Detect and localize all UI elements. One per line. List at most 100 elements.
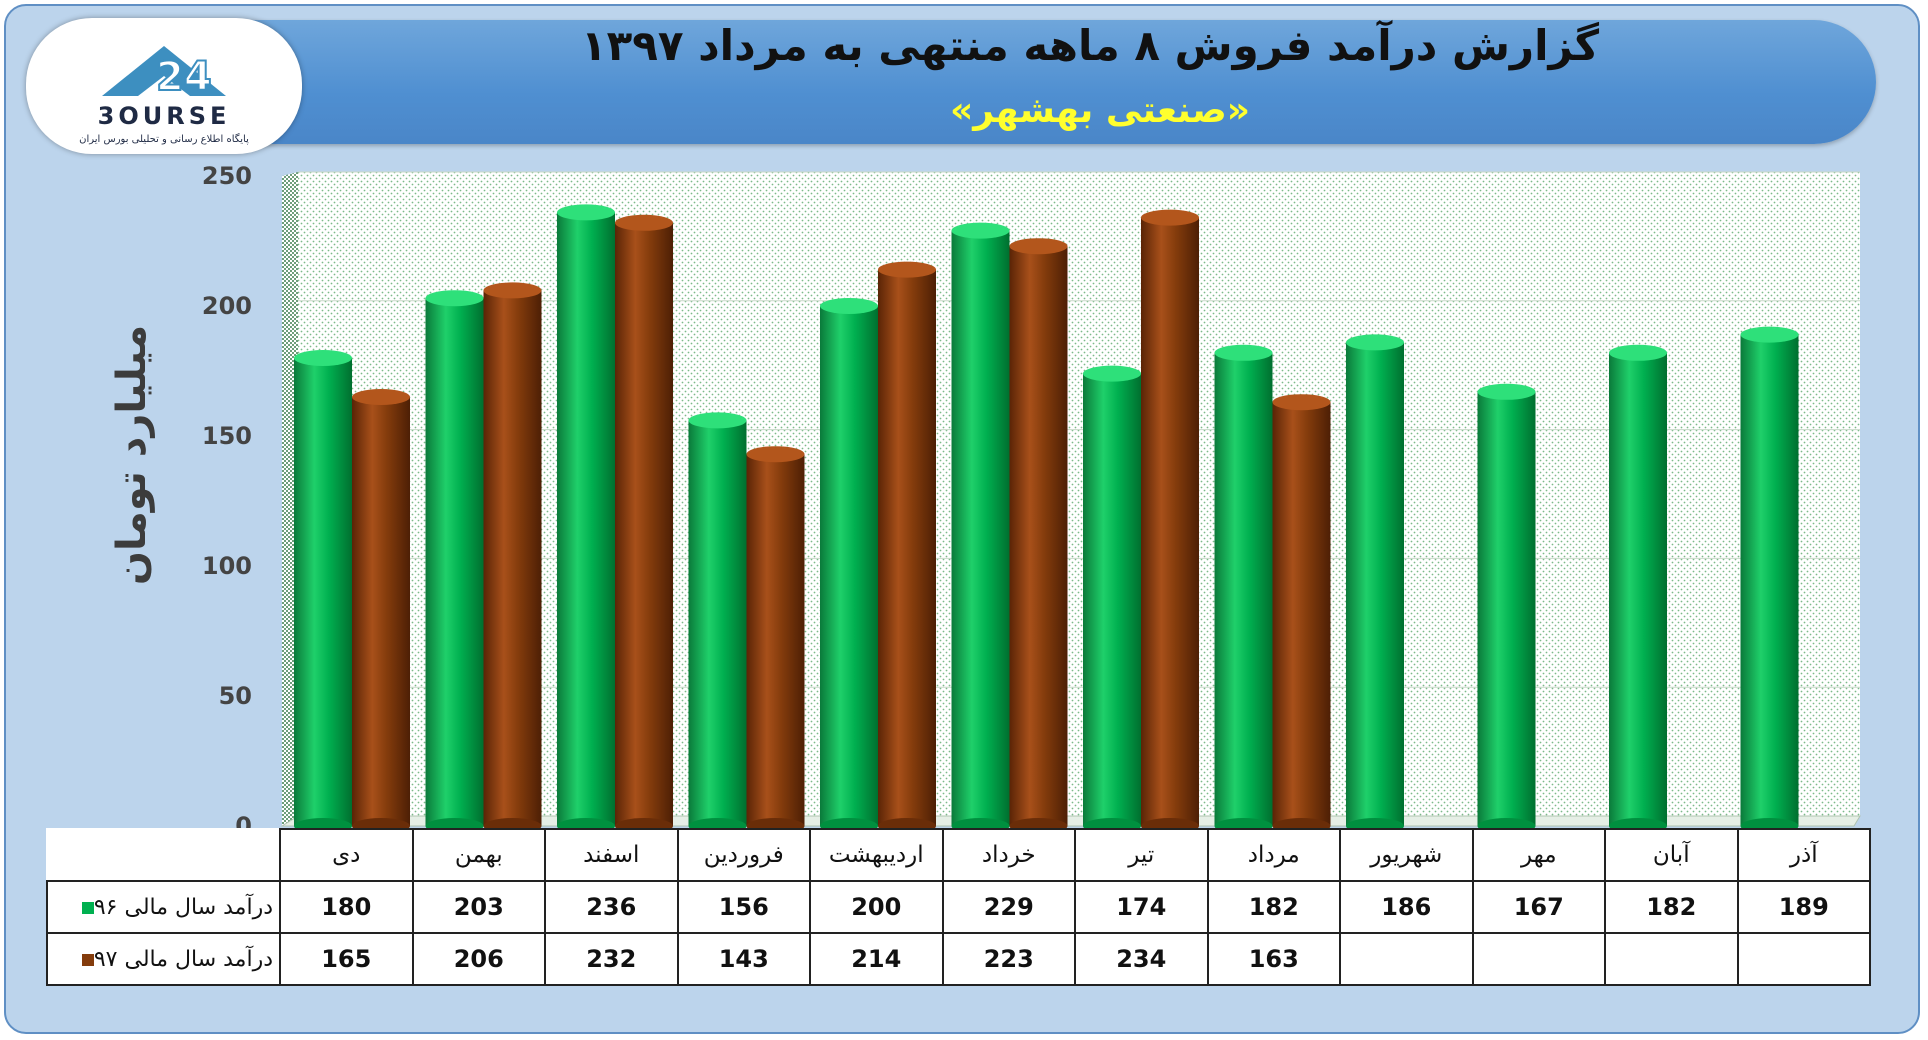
table-category-cell: تیر	[1074, 828, 1209, 882]
table-value-cell: 189	[1736, 880, 1871, 934]
table-corner	[47, 829, 280, 881]
table-value-cell: 223	[941, 932, 1076, 986]
chart-subtitle: «صنعتی بهشهر»	[949, 90, 1251, 131]
bar-cap	[1141, 209, 1199, 226]
bar-body	[1740, 334, 1799, 826]
legend-swatch	[81, 953, 94, 966]
table-value-cell: 167	[1471, 880, 1606, 934]
bar-cap	[1009, 238, 1068, 255]
table-value-cell	[1471, 932, 1606, 986]
header-band	[252, 20, 1876, 144]
y-tick-label: 250	[202, 162, 252, 190]
bar-96	[294, 350, 352, 834]
y-tick-label: 50	[219, 682, 252, 710]
logo-brand-text: 3OURSE	[98, 102, 231, 130]
bar-body	[951, 230, 1010, 827]
table-category-cell: مهر	[1471, 828, 1606, 882]
table-category-cell: دی	[279, 828, 414, 882]
table-category-cell: اردیبهشت	[809, 828, 944, 882]
bar-cap	[820, 298, 878, 314]
bar-cap	[688, 412, 747, 429]
bar-cap	[746, 446, 805, 463]
table-value-cell	[1736, 932, 1871, 986]
bar-cap	[294, 350, 352, 366]
bar-97	[1272, 394, 1331, 834]
bar-96	[951, 222, 1010, 834]
legend-label: درآمد سال مالی ۹۶	[93, 894, 273, 920]
table-category-cell: آذر	[1736, 828, 1871, 882]
bar-body	[878, 269, 936, 827]
bar-96	[557, 204, 615, 834]
table-value-cell: 186	[1339, 880, 1474, 934]
legend-cell: درآمد سال مالی ۹۷	[46, 932, 281, 986]
table-value-cell: 156	[676, 880, 811, 934]
bar-body	[820, 306, 878, 826]
bar-97	[746, 446, 805, 834]
bar-96	[1346, 334, 1404, 834]
table-value-cell: 203	[411, 880, 546, 934]
bar-body	[1141, 217, 1199, 827]
bar-97	[878, 261, 936, 834]
bar-cap	[1740, 326, 1799, 343]
bar-cap	[1214, 344, 1273, 361]
table-value-cell: 182	[1604, 880, 1739, 934]
bar-cap	[557, 204, 615, 221]
bar-body	[1272, 402, 1331, 826]
table-row-categories: دی بهمن اسفند فروردین اردیبهشت خرداد تیر مرداد ش…	[47, 828, 1871, 882]
bar-body	[688, 420, 747, 826]
legend-label: درآمد سال مالی ۹۷	[93, 946, 273, 972]
table-category-cell: بهمن	[411, 828, 546, 882]
bar-cap	[1272, 394, 1331, 411]
bar-body	[483, 290, 542, 826]
bar-body	[615, 222, 673, 827]
bar-96	[688, 412, 747, 834]
bourse24-logo: 24 3OURSE پایگاه اطلاع رسانی و تحلیلی بو…	[26, 18, 302, 154]
bar-body	[1214, 352, 1273, 826]
bar-body	[557, 212, 615, 826]
logo-graphic: 24 3OURSE پایگاه اطلاع رسانی و تحلیلی بو…	[79, 46, 249, 145]
bar-cap	[1609, 344, 1667, 361]
y-tick-label: 200	[202, 292, 252, 320]
table-value-cell: 200	[809, 880, 944, 934]
chart-title: گزارش درآمد فروش ۸ ماهه منتهی به مرداد ۱…	[580, 21, 1600, 70]
legend-cell: درآمد سال مالی ۹۶	[46, 880, 281, 934]
bar-cap	[352, 389, 410, 405]
bar-96	[1477, 383, 1536, 834]
logo-number-glyph: 24	[156, 54, 212, 100]
table-value-cell: 229	[941, 880, 1076, 934]
bar-body	[1009, 246, 1068, 826]
bar-cap	[1083, 365, 1141, 382]
bar-body	[746, 454, 805, 826]
table-category-cell: شهریور	[1339, 828, 1474, 882]
table-value-cell: 232	[544, 932, 679, 986]
bar-96	[1083, 365, 1141, 834]
table-row-series-96: درآمد سال مالی ۹۶ 180 203 236 156 200 229 174 18…	[46, 880, 1871, 934]
table-value-cell: 236	[544, 880, 679, 934]
bar-97	[352, 389, 410, 834]
bar-97	[1009, 238, 1068, 834]
bar-cap	[1346, 334, 1404, 351]
bar-body	[1346, 342, 1404, 826]
bar-97	[483, 282, 542, 834]
table-category-cell: خرداد	[941, 828, 1076, 882]
bar-cap	[425, 290, 484, 307]
bar-body	[1609, 352, 1667, 826]
bar-body	[294, 358, 352, 826]
y-tick-label: 150	[202, 422, 252, 450]
table-value-cell: 163	[1206, 932, 1341, 986]
bar-body	[352, 397, 410, 826]
table-value-cell: 165	[279, 932, 414, 986]
bars-layer	[294, 204, 1799, 834]
bar-96	[1609, 344, 1667, 834]
logo-tagline: پایگاه اطلاع رسانی و تحلیلی بورس ایران	[79, 133, 249, 145]
bar-body	[425, 298, 484, 826]
bar-96	[820, 298, 878, 834]
table-row-series-97: درآمد سال مالی ۹۷ 165 206 232 143 214 223 234 16…	[46, 932, 1871, 986]
table-value-cell: 143	[676, 932, 811, 986]
logo-roof-shape	[102, 46, 226, 96]
table-value-cell	[1604, 932, 1739, 986]
y-tick-label: 100	[202, 552, 252, 580]
table-category-cell: آبان	[1604, 828, 1739, 882]
table-value-cell: 182	[1206, 880, 1341, 934]
